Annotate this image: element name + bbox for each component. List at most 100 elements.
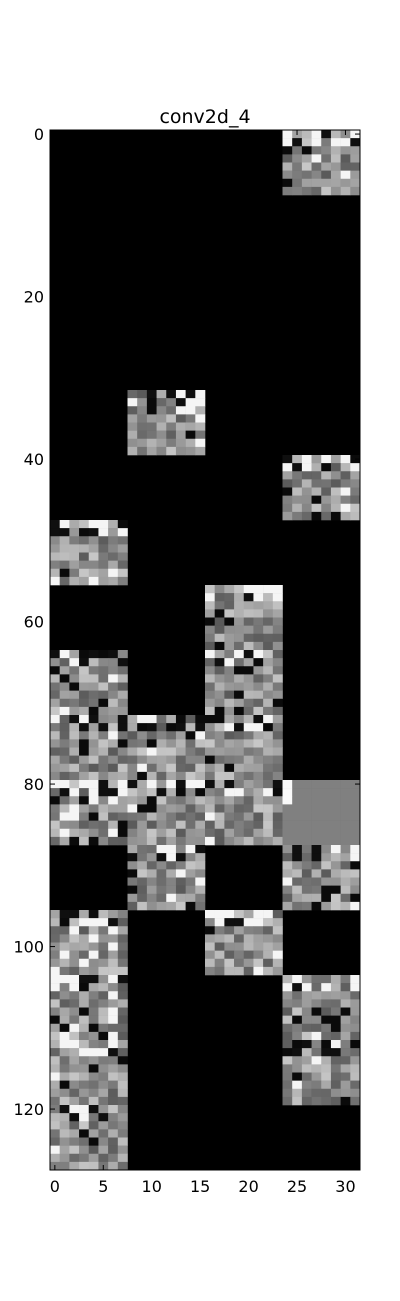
heatmap-cell	[146, 438, 157, 448]
heatmap-cell	[137, 901, 148, 911]
heatmap-cell	[282, 820, 293, 830]
heatmap-cell	[69, 771, 80, 781]
heatmap-cell	[127, 414, 138, 423]
heatmap-cell	[156, 398, 167, 407]
heatmap-cell	[340, 869, 351, 878]
heatmap-cell	[108, 966, 119, 976]
heatmap-cell	[166, 438, 177, 448]
heatmap-cell	[243, 731, 254, 740]
heatmap-cell	[117, 755, 128, 765]
heatmap-cell	[350, 983, 361, 992]
heatmap-cell	[108, 983, 119, 992]
heatmap-cell	[214, 966, 225, 976]
heatmap-cell	[311, 796, 322, 805]
heatmap-cell	[50, 755, 60, 765]
heatmap-cell	[234, 625, 245, 635]
heatmap-cell	[292, 1015, 303, 1025]
feature-map-tile	[205, 780, 283, 846]
heatmap-cell	[311, 1007, 322, 1016]
heatmap-cell	[98, 1080, 109, 1090]
heatmap-cell	[146, 430, 157, 440]
heatmap-cell	[321, 780, 332, 789]
heatmap-cell	[117, 1023, 128, 1033]
heatmap-cell	[214, 633, 225, 643]
heatmap-cell	[185, 446, 196, 456]
heatmap-cell	[79, 568, 90, 578]
heatmap-cell	[301, 845, 312, 854]
heatmap-cell	[69, 706, 80, 716]
heatmap-cell	[301, 487, 312, 496]
heatmap-cell	[340, 1023, 351, 1033]
heatmap-cell	[301, 455, 312, 464]
heatmap-cell	[340, 1007, 351, 1016]
heatmap-cell	[272, 828, 283, 838]
heatmap-cell	[108, 706, 119, 716]
heatmap-cell	[117, 828, 128, 838]
heatmap-cell	[234, 698, 245, 708]
heatmap-cell	[185, 747, 196, 756]
heatmap-cell	[263, 739, 274, 748]
heatmap-cell	[263, 641, 274, 651]
heatmap-cell	[69, 1161, 80, 1171]
heatmap-cell	[292, 975, 303, 984]
heatmap-cell	[321, 869, 332, 878]
heatmap-cell	[88, 666, 99, 675]
heatmap-cell	[79, 1023, 90, 1033]
heatmap-cell	[292, 1064, 303, 1073]
heatmap-cell	[330, 487, 341, 496]
heatmap-cell	[263, 706, 274, 716]
heatmap-cell	[108, 1056, 119, 1065]
heatmap-cell	[88, 1040, 99, 1049]
heatmap-cell	[301, 170, 312, 180]
heatmap-cell	[340, 788, 351, 797]
heatmap-cell	[88, 1080, 99, 1090]
heatmap-cell	[253, 666, 264, 675]
heatmap-cell	[79, 755, 90, 765]
heatmap-cell	[340, 1072, 351, 1081]
heatmap-cell	[340, 186, 351, 196]
heatmap-cell	[321, 162, 332, 171]
heatmap-cell	[127, 398, 138, 407]
heatmap-cell	[50, 1137, 60, 1146]
heatmap-cell	[321, 178, 332, 188]
heatmap-cell	[59, 520, 70, 529]
heatmap-cell	[321, 828, 332, 838]
heatmap-cell	[117, 975, 128, 984]
heatmap-cell	[166, 723, 177, 732]
heatmap-cell	[88, 828, 99, 838]
heatmap-cell	[243, 723, 254, 732]
heatmap-cell	[79, 999, 90, 1008]
heatmap-cell	[127, 723, 138, 732]
heatmap-cell	[292, 503, 303, 513]
heatmap-cell	[175, 836, 186, 846]
heatmap-cell	[59, 1031, 70, 1041]
heatmap-cell	[108, 739, 119, 748]
heatmap-cell	[88, 934, 99, 943]
heatmap-cell	[292, 999, 303, 1008]
heatmap-cell	[292, 1056, 303, 1065]
heatmap-cell	[79, 520, 90, 529]
heatmap-cell	[98, 1015, 109, 1025]
heatmap-cell	[301, 1056, 312, 1065]
feature-map-tile	[50, 715, 128, 781]
heatmap-cell	[175, 446, 186, 456]
heatmap-cell	[156, 845, 167, 854]
heatmap-cell	[69, 544, 80, 553]
heatmap-cell	[292, 983, 303, 992]
heatmap-cell	[243, 812, 254, 821]
heatmap-cell	[79, 1040, 90, 1049]
heatmap-cell	[69, 1153, 80, 1163]
heatmap-cell	[59, 552, 70, 561]
heatmap-cell	[292, 788, 303, 797]
heatmap-cell	[292, 991, 303, 1000]
heatmap-cell	[243, 747, 254, 756]
heatmap-cell	[214, 934, 225, 943]
heatmap-cell	[69, 682, 80, 691]
heatmap-cell	[156, 828, 167, 838]
heatmap-cell	[330, 853, 341, 862]
heatmap-cell	[330, 1023, 341, 1033]
heatmap-cell	[166, 893, 177, 903]
heatmap-cell	[340, 463, 351, 472]
heatmap-cell	[146, 861, 157, 870]
heatmap-cell	[88, 1153, 99, 1163]
